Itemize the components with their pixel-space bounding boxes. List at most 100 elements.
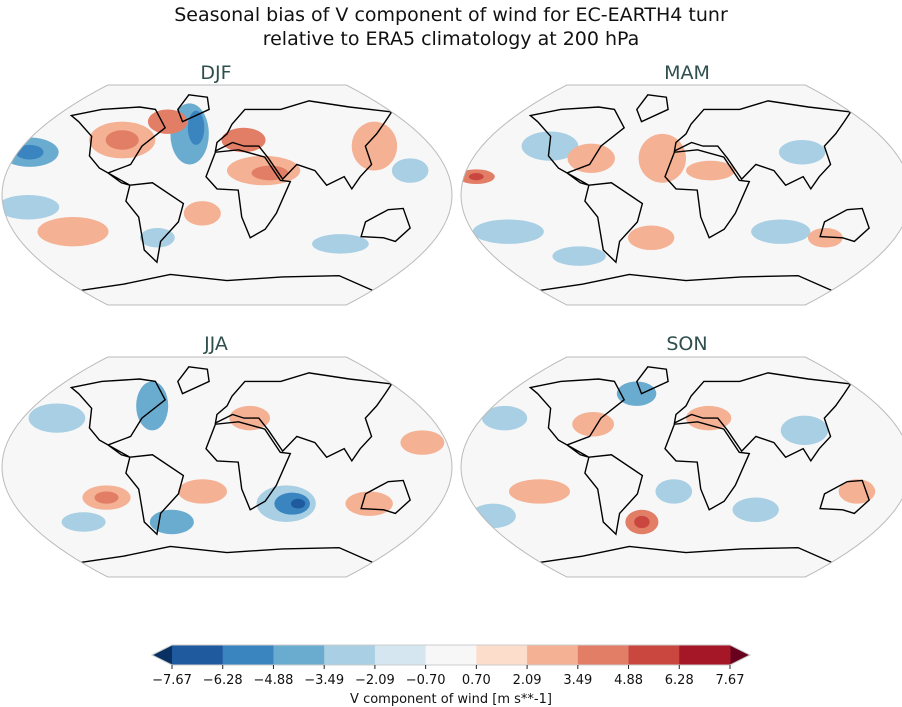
bias-contour xyxy=(552,246,606,266)
bias-contour xyxy=(616,381,657,406)
colorbar-bin xyxy=(222,645,274,665)
map-frame xyxy=(460,356,902,578)
title-line-1: Seasonal bias of V component of wind for… xyxy=(174,4,728,26)
coastline-antarctica xyxy=(540,273,832,292)
colorbar-bin xyxy=(172,645,224,665)
bias-contour xyxy=(149,509,194,535)
colorbar-bin xyxy=(527,645,579,665)
bias-contour xyxy=(655,479,693,504)
colorbar-bin xyxy=(324,645,376,665)
colorbar-tick-label: −3.49 xyxy=(304,673,344,688)
colorbar-tick-label: 4.88 xyxy=(614,673,643,688)
coastline-antarctica xyxy=(540,545,832,564)
panel-title-mam: MAM xyxy=(664,62,710,84)
map-djf xyxy=(1,84,453,306)
coastline xyxy=(69,106,167,186)
coastline xyxy=(636,366,669,395)
bias-contour xyxy=(470,503,516,529)
panel-title-djf: DJF xyxy=(200,62,231,84)
bias-contour xyxy=(178,479,227,504)
coastline xyxy=(177,94,210,123)
coastline xyxy=(584,454,644,536)
map-background xyxy=(461,85,902,305)
bias-contour xyxy=(778,140,826,165)
coastline-antarctica xyxy=(81,545,373,564)
map-background xyxy=(2,85,452,305)
colorbar-bin xyxy=(679,645,731,665)
colorbar-label: V component of wind [m s**-1] xyxy=(350,692,552,707)
bias-contour xyxy=(37,217,109,247)
coastline xyxy=(664,421,751,511)
bias-contour xyxy=(472,219,544,244)
coastline xyxy=(125,182,185,264)
coastline xyxy=(205,149,292,239)
bias-contour xyxy=(638,133,686,183)
map-frame xyxy=(1,84,453,306)
colorbar-tick-label: 6.28 xyxy=(665,673,694,688)
colorbar-extend-high xyxy=(730,645,750,665)
colorbar-bin xyxy=(577,645,630,665)
coastline xyxy=(360,479,411,515)
bias-contour xyxy=(183,201,221,226)
coastline xyxy=(360,207,411,243)
colorbar-tick-label: −7.67 xyxy=(152,673,192,688)
coastline xyxy=(177,366,210,395)
bias-contour xyxy=(481,405,528,431)
bias-contour xyxy=(400,430,445,455)
bias-contour xyxy=(136,381,169,431)
bias-contour xyxy=(572,412,615,437)
coastline xyxy=(584,182,644,264)
bias-contour xyxy=(61,512,106,532)
colorbar-bin xyxy=(628,645,680,665)
colorbar-tick-label: −6.28 xyxy=(203,673,243,688)
bias-contour xyxy=(312,234,369,254)
map-jja xyxy=(1,356,453,578)
colorbar-tick-label: −0.70 xyxy=(406,673,446,688)
bias-contour xyxy=(634,515,650,529)
coastline xyxy=(673,100,852,191)
map-frame xyxy=(1,356,453,578)
map-background xyxy=(2,357,452,577)
bias-contour xyxy=(838,479,876,504)
colorbar-tick-label: 2.09 xyxy=(513,673,542,688)
colorbar-bin xyxy=(273,645,325,665)
map-background xyxy=(461,357,902,577)
coastline xyxy=(214,372,393,463)
bias-contour xyxy=(508,479,571,504)
maps xyxy=(1,84,902,578)
bias-contour xyxy=(351,121,398,171)
coastline xyxy=(528,378,626,458)
bias-contour xyxy=(251,165,289,181)
colorbar-extend-low xyxy=(152,645,172,665)
coastline xyxy=(636,94,669,123)
coastline xyxy=(69,378,167,458)
bias-contour xyxy=(105,130,139,150)
bias-contour xyxy=(2,195,60,220)
colorbar-bin xyxy=(374,645,427,665)
bias-contour xyxy=(187,110,205,145)
bias-contour xyxy=(732,497,779,522)
coastline xyxy=(673,372,852,463)
map-frame xyxy=(460,84,902,306)
bias-contour xyxy=(567,143,615,173)
bias-contour xyxy=(147,109,188,134)
bias-contour xyxy=(139,228,175,248)
map-mam xyxy=(460,84,902,306)
bias-contour xyxy=(807,228,843,248)
colorbar-tick-label: −2.09 xyxy=(355,673,395,688)
coastline xyxy=(819,207,870,243)
colorbar-tick-label: −4.88 xyxy=(254,673,294,688)
coastline xyxy=(125,454,185,536)
panel-title-jja: JJA xyxy=(203,333,228,355)
bias-contour xyxy=(15,144,44,160)
bias-contour xyxy=(780,415,829,446)
bias-contour xyxy=(686,160,735,181)
colorbar-tick-label: 7.67 xyxy=(716,673,745,688)
coastline xyxy=(205,421,292,511)
coastline xyxy=(214,100,393,191)
colorbar: −7.67 −6.28 −4.88 −3.49 −2.09 −0.70 0.70 2.09 3.… xyxy=(150,644,752,688)
bias-contour xyxy=(627,225,675,250)
bias-contour xyxy=(28,403,86,433)
bias-contour xyxy=(391,158,429,183)
